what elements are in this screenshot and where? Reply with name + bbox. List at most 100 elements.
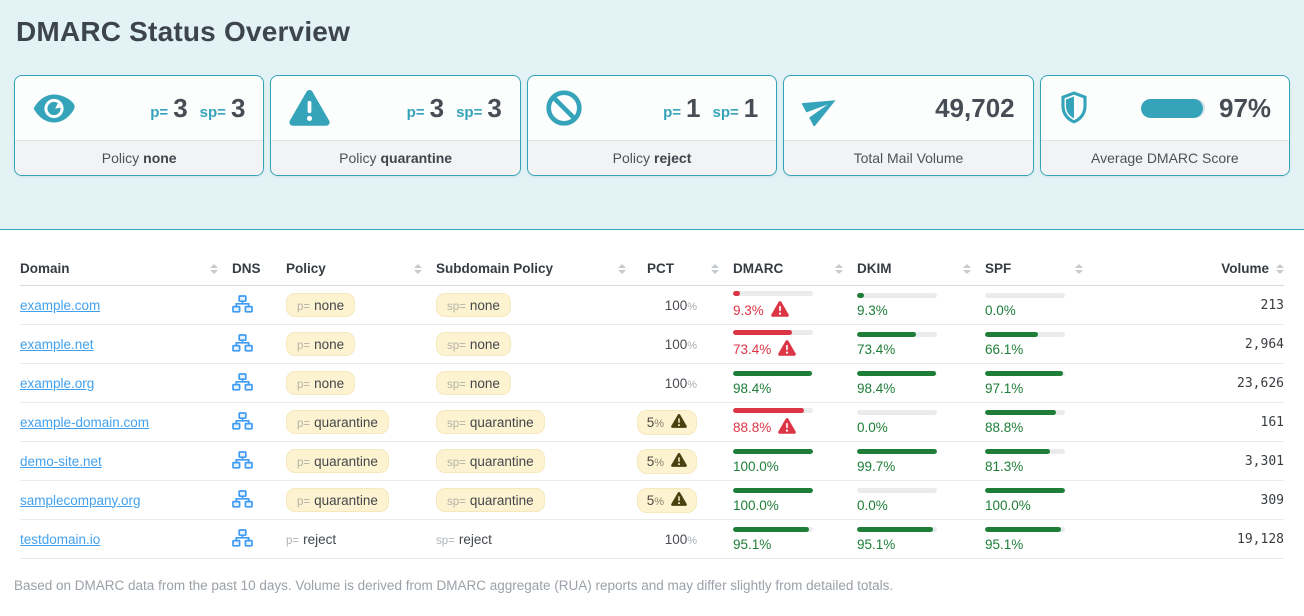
dmarc-progress-bar — [733, 290, 813, 296]
column-header-vol[interactable]: Volume — [1097, 261, 1284, 276]
policy-count-prefix: sp= — [456, 103, 483, 121]
dns-icon[interactable] — [232, 372, 253, 394]
pct-warning-badge: 5% — [636, 448, 697, 474]
cell-spf: 81.3% — [985, 448, 1097, 474]
dkim-metric: 9.3% — [857, 292, 985, 318]
card-body: 49,702 — [784, 76, 1032, 140]
column-header-policy[interactable]: Policy — [286, 261, 436, 276]
card-body: p= 3 sp= 3 — [15, 76, 263, 140]
ban-icon — [546, 90, 582, 126]
dmarc-value: 95.1% — [733, 536, 772, 552]
cell-pct: 100% — [640, 532, 733, 547]
percent-sign: % — [687, 300, 697, 313]
summary-card-policy-reject: p= 1 sp= 1 Policy reject — [526, 75, 778, 176]
table-row: demo-site.net p= quarantine sp= quarantine 5%… — [20, 442, 1284, 481]
cell-domain: demo-site.net — [20, 454, 232, 469]
sort-icon[interactable] — [1075, 263, 1083, 274]
dns-icon[interactable] — [232, 489, 253, 511]
column-header-domain[interactable]: Domain — [20, 261, 232, 276]
card-body: p= 3 sp= 3 — [271, 76, 519, 140]
cell-sub: sp= quarantine — [436, 488, 640, 512]
column-header-pct[interactable]: PCT — [640, 261, 733, 276]
domain-table: Domain DNS Policy Subdomain Policy PCT DMARC D… — [0, 252, 1304, 559]
dns-icon[interactable] — [232, 450, 253, 472]
cell-volume: 3,301 — [1097, 454, 1284, 469]
cell-volume: 19,128 — [1097, 532, 1284, 547]
cell-sub: sp= reject — [436, 528, 640, 550]
column-header-dmarc[interactable]: DMARC — [733, 261, 857, 276]
cell-volume: 161 — [1097, 415, 1284, 430]
domain-link[interactable]: demo-site.net — [20, 453, 102, 469]
cell-dns — [232, 450, 286, 472]
cell-sub: sp= none — [436, 293, 640, 317]
spf-metric: 88.8% — [985, 409, 1097, 435]
footnote: Based on DMARC data from the past 10 day… — [14, 578, 894, 593]
column-header-dkim[interactable]: DKIM — [857, 261, 985, 276]
policy-count-value: 3 — [487, 92, 502, 123]
dkim-progress-bar — [857, 292, 937, 298]
card-value: 49,702 — [935, 92, 1015, 123]
domain-link[interactable]: example.org — [20, 375, 95, 391]
policy-count-prefix: p= — [406, 103, 425, 121]
sort-icon[interactable] — [210, 263, 218, 274]
policy-prefix: p= — [297, 300, 311, 313]
domain-link[interactable]: samplecompany.org — [20, 492, 141, 508]
cell-spf: 100.0% — [985, 487, 1097, 513]
cell-volume: 213 — [1097, 298, 1284, 313]
domain-link[interactable]: example-domain.com — [20, 414, 150, 430]
sort-icon[interactable] — [711, 263, 719, 274]
cell-spf: 66.1% — [985, 331, 1097, 357]
sub-badge: sp= quarantine — [436, 410, 545, 434]
column-header-sub[interactable]: Subdomain Policy — [436, 261, 640, 276]
cell-sub: sp= quarantine — [436, 410, 640, 434]
cell-dmarc: 88.8% — [733, 407, 857, 437]
policy-prefix: p= — [297, 456, 311, 469]
cell-volume: 2,964 — [1097, 337, 1284, 352]
sort-icon[interactable] — [835, 263, 843, 274]
sort-icon[interactable] — [618, 263, 626, 274]
sort-icon[interactable] — [414, 263, 422, 274]
dns-icon[interactable] — [232, 294, 253, 316]
dmarc-metric: 95.1% — [733, 526, 857, 552]
dkim-progress-bar — [857, 331, 937, 337]
sort-icon[interactable] — [1276, 263, 1284, 274]
dmarc-metric: 88.8% — [733, 407, 857, 437]
spf-value: 0.0% — [985, 302, 1016, 318]
cell-dkim: 98.4% — [857, 370, 985, 396]
summary-card-total-mail-volume: 49,702 Total Mail Volume — [783, 75, 1034, 176]
cell-pct: 100% — [640, 337, 733, 352]
dns-icon[interactable] — [232, 411, 253, 433]
dns-icon[interactable] — [232, 528, 253, 550]
volume-value: 19,128 — [1237, 531, 1284, 547]
sort-icon[interactable] — [963, 263, 971, 274]
volume-value: 213 — [1260, 297, 1284, 313]
volume-value: 309 — [1260, 492, 1284, 508]
pct-warning-badge: 5% — [636, 409, 697, 435]
dmarc-progress-fill — [733, 526, 810, 532]
domain-link[interactable]: example.com — [20, 297, 101, 313]
summary-card-policy-quarantine: p= 3 sp= 3 Policy quarantine — [270, 75, 521, 176]
policy-prefix: p= — [297, 339, 311, 352]
dkim-value: 0.0% — [857, 497, 888, 513]
dmarc-metric: 100.0% — [733, 487, 857, 513]
policy-count-prefix: p= — [663, 103, 682, 121]
domain-link[interactable]: example.net — [20, 336, 94, 352]
table-row: testdomain.io p= reject sp= reject 100% 95.1% 9… — [20, 520, 1284, 559]
policy-badge: p= quarantine — [286, 488, 389, 512]
pct-value: 5% — [646, 414, 664, 430]
card-label: Policy reject — [527, 140, 777, 175]
dkim-value: 98.4% — [857, 380, 896, 396]
dmarc-value: 98.4% — [733, 380, 772, 396]
table-row: example.com p= none sp= none 100% 9.3% 9.3% 0.0%… — [20, 286, 1284, 325]
table-header-row: Domain DNS Policy Subdomain Policy PCT DMARC D… — [20, 252, 1284, 286]
policy-value: quarantine — [314, 492, 378, 508]
sub-badge: sp= none — [436, 371, 511, 395]
column-header-spf[interactable]: SPF — [985, 261, 1097, 276]
dns-icon[interactable] — [232, 333, 253, 355]
policy-prefix: p= — [297, 417, 311, 430]
pct-value: 100% — [664, 531, 697, 547]
card-label: Average DMARC Score — [1040, 140, 1290, 175]
policy-value: none — [314, 297, 345, 313]
domain-link[interactable]: testdomain.io — [20, 531, 101, 547]
dmarc-progress-bar — [733, 526, 813, 532]
